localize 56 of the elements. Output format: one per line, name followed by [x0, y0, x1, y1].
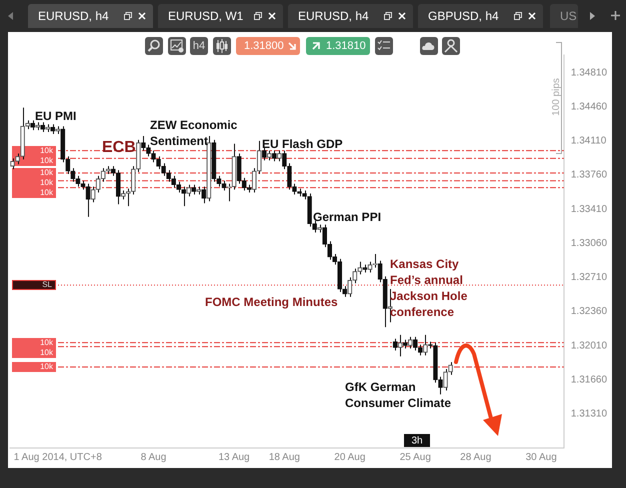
y-tick-label: 1.34110 — [570, 136, 607, 147]
order-tag: 10k — [12, 168, 56, 178]
text: EURUSD, h4 — [38, 9, 109, 23]
annotation: 3h — [411, 435, 423, 446]
y-tick-label: 1.34810 — [570, 67, 608, 78]
annotation: GfK German Consumer Climate — [345, 380, 452, 410]
order-tag: 10k — [12, 188, 56, 198]
annotation: German PPI — [313, 210, 382, 224]
candlestick — [131, 166, 136, 195]
y-tick-label: 1.33060 — [570, 238, 608, 249]
y-tick-label: 1.31660 — [570, 374, 608, 386]
order-tag: 10k — [12, 348, 56, 358]
text: EURUSD, h4 — [298, 9, 369, 23]
candlestick — [191, 184, 196, 195]
text: US — [560, 9, 577, 23]
annotation: EU PMI — [35, 109, 76, 123]
candlestick — [110, 166, 116, 176]
text: 1.31810 — [306, 37, 370, 55]
x-tick-label: 25 Aug — [400, 452, 431, 463]
order-tag: 10k — [12, 178, 56, 188]
candlestick — [412, 336, 418, 351]
x-tick-label: 18 Aug — [268, 452, 300, 463]
order-tag: 10k — [12, 338, 56, 348]
annotation: ZEW Economic Sentiment — [150, 118, 238, 148]
y-tick-label: 1.32710 — [570, 272, 608, 284]
candlestick — [40, 122, 46, 133]
annotation: EU Flash GDP — [262, 137, 343, 151]
candlestick — [30, 120, 35, 131]
candlestick — [392, 338, 398, 351]
candlestick — [50, 124, 56, 134]
annotation: FOMC Meeting Minutes — [205, 295, 338, 309]
candlestick — [202, 186, 206, 204]
y-tick-label: 1.32010 — [570, 340, 608, 352]
text: h4 — [190, 37, 208, 55]
y-tick-label: 1.33410 — [570, 204, 608, 215]
x-tick-label: 13 Aug — [218, 452, 250, 463]
text: EURUSD, W1 — [168, 9, 244, 23]
y-tick-label: 1.34460 — [570, 101, 608, 112]
order-tag: SL — [12, 280, 56, 290]
candlestick — [418, 344, 423, 356]
text: GBPUSD, h4 — [428, 9, 499, 23]
annotation: 100 pips — [550, 78, 562, 116]
y-tick-label: 1.32360 — [570, 306, 608, 318]
y-tick-label: 1.31310 — [570, 408, 608, 420]
candlestick — [116, 170, 121, 205]
order-tag: 10k — [12, 362, 56, 372]
y-tick-label: 1.33760 — [570, 170, 608, 181]
candlestick — [181, 186, 186, 207]
x-tick-label: 28 Aug — [460, 452, 492, 463]
text: 1.31800 — [236, 37, 300, 55]
x-tick-label: 30 Aug — [526, 452, 557, 463]
x-tick-label: 1 Aug 2014, UTC+8 — [14, 452, 102, 463]
candlestick — [272, 150, 277, 162]
candlestick — [126, 188, 131, 207]
x-tick-label: 8 Aug — [140, 452, 166, 463]
x-tick-label: 20 Aug — [334, 452, 366, 463]
